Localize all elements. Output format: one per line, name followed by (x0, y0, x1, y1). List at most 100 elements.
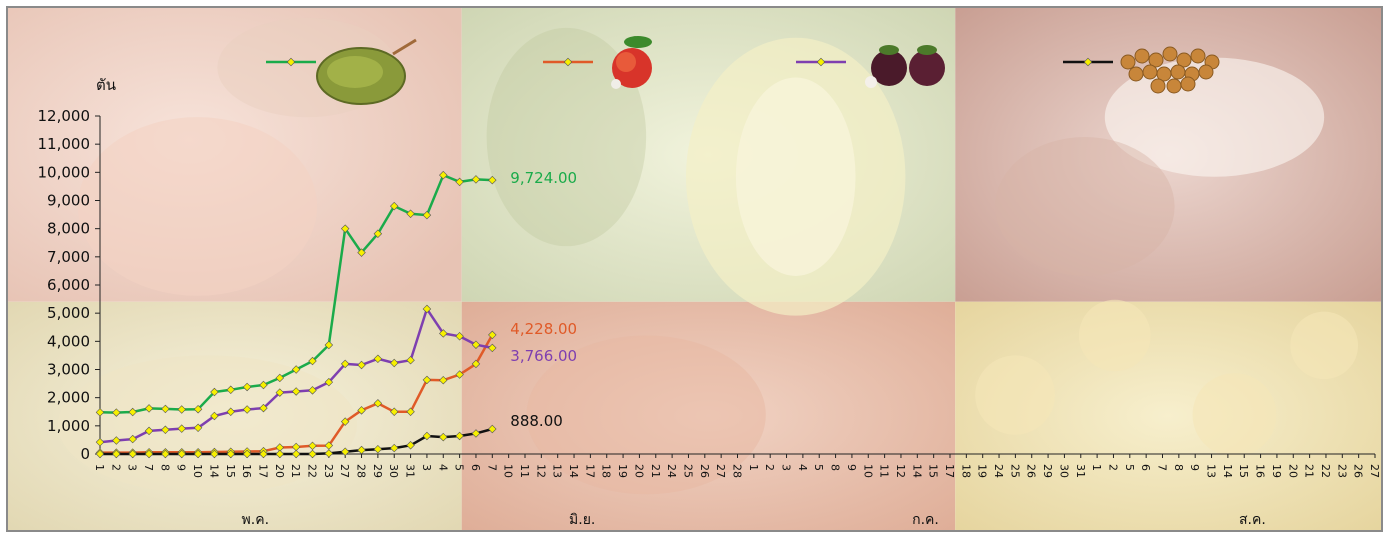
x-tick-label: 21 (289, 464, 302, 478)
y-tick-label: 4,000 (47, 332, 90, 350)
x-tick-label: 27 (338, 464, 351, 478)
data-point-mangosteen (308, 386, 317, 395)
x-tick-label: 27 (714, 464, 727, 478)
data-point-durian (439, 170, 448, 180)
x-tick-label: 20 (273, 464, 286, 478)
data-point-rambutan (291, 442, 301, 452)
x-tick-label: 6 (1139, 464, 1152, 471)
x-tick-label: 28 (731, 464, 744, 478)
data-point-durian (324, 340, 334, 350)
data-point-durian (226, 385, 235, 395)
data-point-mangosteen (357, 360, 366, 370)
data-point-longkong (259, 449, 268, 459)
data-point-longkong (242, 449, 252, 459)
x-tick-label: 17 (583, 464, 596, 478)
data-point-rambutan (340, 417, 350, 426)
data-point-longkong (324, 449, 334, 458)
data-point-durian (373, 229, 383, 238)
y-tick-label: 3,000 (47, 361, 90, 379)
x-tick-label: 8 (158, 464, 171, 471)
data-point-mangosteen (226, 407, 235, 416)
x-tick-label: 15 (927, 464, 940, 478)
series-line-durian (99, 173, 493, 414)
x-tick-label: 22 (306, 464, 319, 478)
x-tick-label: 31 (1074, 464, 1087, 478)
x-tick-label: 7 (1156, 464, 1169, 471)
data-point-durian (340, 224, 350, 233)
data-point-rambutan (422, 375, 432, 385)
x-tick-label: 16 (240, 464, 253, 478)
x-tick-label: 30 (1057, 464, 1070, 478)
x-tick-label: 3 (126, 464, 139, 471)
x-tick-label: 26 (698, 464, 711, 478)
y-axis-unit-label: ตัน (96, 76, 116, 94)
data-point-longkong (161, 449, 170, 459)
x-tick-label: 24 (665, 464, 678, 478)
x-tick-label: 19 (616, 464, 629, 478)
data-point-longkong (128, 449, 137, 459)
data-point-longkong (308, 449, 317, 459)
data-point-mangosteen (177, 424, 186, 433)
x-tick-label: 20 (632, 464, 645, 478)
month-label: มิ.ย. (569, 512, 595, 528)
data-point-longkong (439, 432, 448, 442)
data-point-durian (275, 373, 285, 383)
x-tick-label: 2 (109, 464, 122, 471)
data-point-durian (471, 175, 481, 184)
x-tick-label: 26 (1352, 464, 1365, 478)
data-point-rambutan (373, 399, 383, 408)
data-point-rambutan (308, 441, 317, 451)
x-tick-label: 20 (1286, 464, 1299, 478)
x-tick-label: 7 (485, 464, 498, 471)
data-point-longkong (275, 449, 285, 459)
end-value-label-mangosteen: 3,766.00 (510, 347, 577, 365)
x-tick-label: 10 (861, 464, 874, 478)
rambutan-icon (611, 36, 652, 89)
x-tick-label: 21 (1303, 464, 1316, 478)
x-tick-label: 26 (1025, 464, 1038, 478)
data-point-durian (357, 248, 366, 257)
x-tick-label: 29 (1041, 464, 1054, 478)
data-point-mangosteen (471, 340, 481, 349)
x-tick-label: 11 (518, 464, 531, 478)
data-point-durian (242, 382, 252, 392)
data-point-rambutan (406, 407, 415, 416)
x-tick-label: 8 (1172, 464, 1185, 471)
data-point-durian (390, 201, 399, 211)
y-tick-label: 9,000 (47, 192, 90, 210)
x-tick-label: 4 (796, 464, 809, 471)
y-tick-label: 11,000 (38, 135, 91, 153)
y-tick-label: 5,000 (47, 304, 90, 322)
x-tick-label: 8 (829, 464, 842, 471)
x-tick-label: 25 (681, 464, 694, 478)
data-point-mangosteen (340, 359, 350, 369)
y-tick-label: 12,000 (38, 107, 91, 125)
x-tick-label: 11 (878, 464, 891, 478)
data-point-durian (144, 404, 154, 413)
end-value-label-durian: 9,724.00 (510, 169, 577, 187)
data-point-mangosteen (95, 437, 105, 447)
x-tick-label: 25 (1008, 464, 1021, 478)
data-point-mangosteen (161, 425, 170, 435)
data-point-mangosteen (275, 388, 285, 397)
x-tick-label: 23 (322, 464, 335, 478)
data-point-mangosteen (406, 355, 415, 365)
x-tick-label: 14 (910, 464, 923, 478)
data-point-longkong (193, 449, 203, 459)
x-tick-label: 3 (780, 464, 793, 471)
data-point-longkong (226, 449, 235, 459)
x-tick-label: 18 (959, 464, 972, 478)
x-tick-label: 9 (1188, 464, 1201, 471)
data-point-durian (406, 209, 415, 218)
x-tick-label: 13 (551, 464, 564, 478)
x-tick-label: 16 (1254, 464, 1267, 478)
data-point-longkong (406, 441, 415, 450)
month-label: พ.ค. (242, 512, 270, 528)
data-point-longkong (357, 445, 366, 455)
x-tick-label: 17 (943, 464, 956, 478)
data-point-mangosteen (373, 354, 383, 364)
data-point-longkong (340, 447, 350, 456)
x-tick-label: 14 (1221, 464, 1234, 478)
data-point-rambutan (357, 406, 366, 415)
x-tick-label: 12 (534, 464, 547, 478)
